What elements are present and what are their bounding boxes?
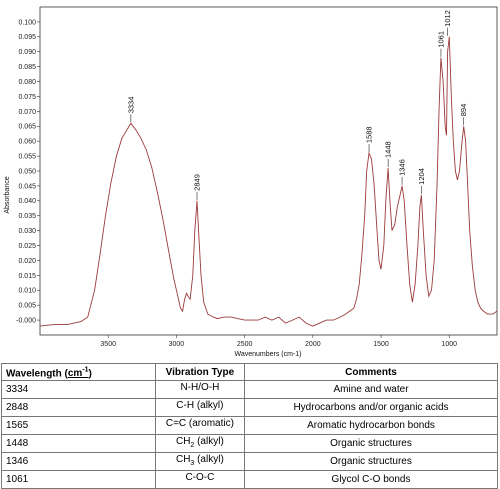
cell-comment: Glycol C-O bonds (244, 470, 498, 489)
header-unit: cm-1 (67, 367, 89, 380)
y-tick-label: 0.075 (18, 94, 36, 101)
cell-vibration-type: C-O-C (154, 470, 246, 489)
table-row: 1448 CH2 (alkyl) Organic structures (1, 434, 498, 454)
peak-label: 2849 (193, 174, 202, 191)
cell-vibration-type: CH3 (alkyl) (154, 452, 246, 472)
cell-wavelength: 2848 (1, 398, 156, 418)
peak-label: 1012 (443, 10, 452, 27)
cell-wavelength: 1346 (1, 452, 156, 472)
y-tick-label: 0.090 (18, 49, 36, 56)
table-header-row: Wavelength (cm-1) Vibration Type Comment… (1, 362, 498, 382)
cell-comment: Aromatic hydrocarbon bonds (244, 416, 498, 436)
y-tick-label: 0.040 (18, 198, 36, 205)
y-tick-label: 0.015 (18, 273, 36, 280)
y-tick-label: 0.010 (18, 288, 36, 295)
y-axis-label: Absorbance (4, 176, 11, 213)
y-tick-label: 0.020 (18, 258, 36, 265)
x-axis-label: Wavenumbers (cm-1) (234, 351, 301, 358)
y-tick-label: 0.065 (18, 124, 36, 131)
peak-label: 1204 (417, 168, 426, 185)
peak-labels: 3334 2849 1588 1448 1346 1204 1061 1012 894 (126, 10, 468, 200)
cell-wavelength: 1565 (1, 416, 156, 436)
header-comments: Comments (244, 362, 498, 382)
table-row: 1565 C=C (aromatic) Aromatic hydrocarbon b… (1, 416, 498, 436)
x-axis-ticks: 3500 3000 2500 2000 1500 1000 (100, 335, 457, 348)
plot-frame (39, 6, 498, 336)
header-vibration-type: Vibration Type (154, 362, 246, 382)
cell-comment: Hydrocarbons and/or organic acids (244, 398, 498, 418)
table-row: 2848 C-H (alkyl) Hydrocarbons and/or organ… (1, 398, 498, 418)
y-tick-label: -0.000 (16, 317, 36, 324)
x-tick-label: 2000 (305, 341, 321, 348)
vibration-table: Wavelength (cm-1) Vibration Type Comment… (1, 362, 498, 489)
x-tick-label: 1000 (441, 341, 457, 348)
cell-comment: Organic structures (244, 434, 498, 454)
table-row: 3334 N-H/O-H Amine and water (1, 380, 498, 400)
y-tick-label: 0.035 (18, 213, 36, 220)
y-axis-ticks: -0.000 0.005 0.010 0.015 0.020 0.025 0.030 0.03… (16, 19, 40, 324)
cell-comment: Amine and water (244, 380, 498, 400)
y-tick-label: 0.080 (18, 79, 36, 86)
x-tick-label: 3500 (100, 341, 116, 348)
cell-wavelength: 1448 (1, 434, 156, 454)
y-tick-label: 0.095 (18, 34, 36, 41)
cell-vibration-type: N-H/O-H (154, 380, 246, 400)
table-row: 1346 CH3 (alkyl) Organic structures (1, 452, 498, 472)
ftir-spectrum-chart: Absorbance -0.000 0.005 0.010 0.015 0.020 0.0… (4, 6, 498, 358)
header-wavelength: Wavelength (cm-1) (1, 362, 156, 382)
y-tick-label: 0.085 (18, 64, 36, 71)
peak-label: 1448 (384, 141, 393, 158)
cell-vibration-type: C-H (alkyl) (154, 398, 246, 418)
x-tick-label: 1500 (373, 341, 389, 348)
cell-vibration-type: CH2 (alkyl) (154, 434, 246, 454)
cell-wavelength: 1061 (1, 470, 156, 489)
spectrum-line (39, 36, 498, 327)
x-tick-label: 3000 (169, 341, 185, 348)
y-tick-label: 0.005 (18, 303, 36, 310)
peak-label: 1061 (436, 31, 445, 48)
cell-comment: Organic structures (244, 452, 498, 472)
peak-label: 1346 (398, 159, 407, 176)
peak-label: 894 (459, 104, 468, 117)
y-tick-label: 0.060 (18, 139, 36, 146)
cell-wavelength: 3334 (1, 380, 156, 400)
y-tick-label: 0.055 (18, 153, 36, 160)
y-tick-label: 0.025 (18, 243, 36, 250)
y-tick-label: 0.045 (18, 183, 36, 190)
y-tick-label: 0.050 (18, 168, 36, 175)
peak-label: 3334 (126, 97, 135, 114)
peak-label: 1588 (365, 126, 374, 143)
y-tick-label: 0.100 (18, 19, 36, 26)
y-tick-label: 0.070 (18, 109, 36, 116)
y-tick-label: 0.030 (18, 228, 36, 235)
table-row: 1061 C-O-C Glycol C-O bonds (1, 470, 498, 489)
cell-vibration-type: C=C (aromatic) (154, 416, 246, 436)
x-tick-label: 2500 (237, 341, 253, 348)
